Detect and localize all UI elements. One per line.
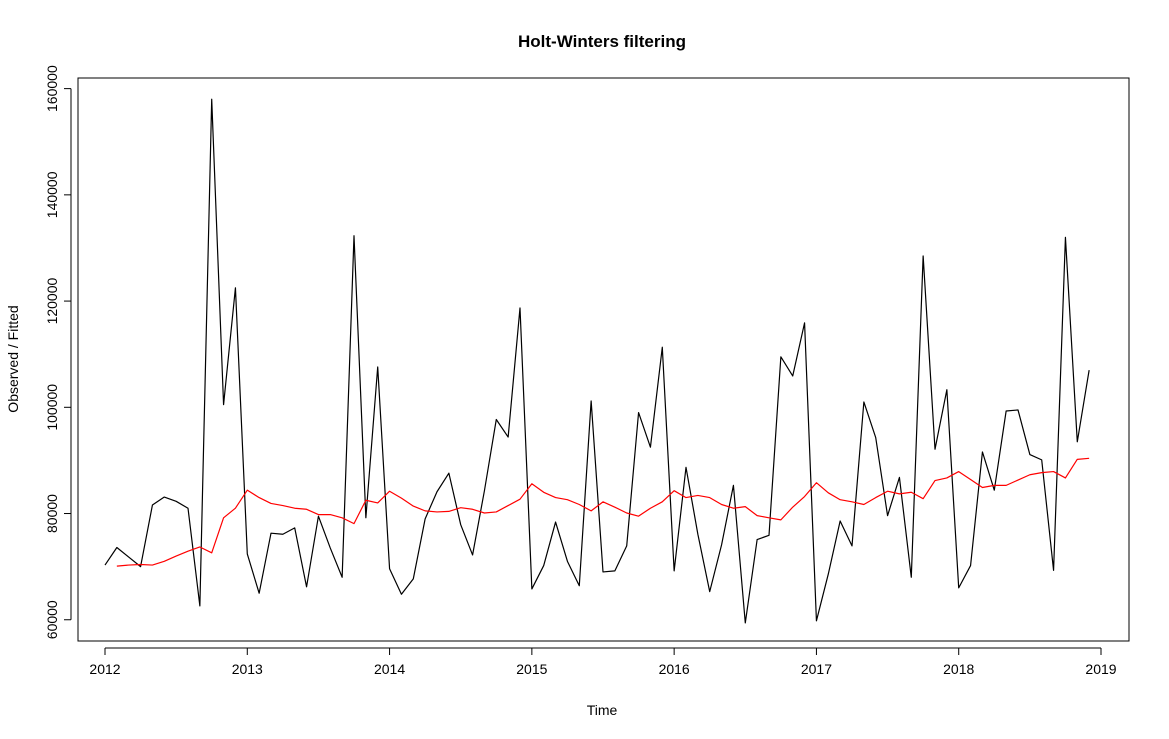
y-tick-label: 160000: [44, 65, 60, 112]
x-tick-label: 2015: [516, 661, 547, 677]
y-tick-label: 80000: [44, 494, 60, 533]
x-tick-label: 2017: [801, 661, 832, 677]
x-tick-label: 2018: [943, 661, 974, 677]
y-axis: 60000 80000 100000 120000 140000 160000: [44, 65, 72, 639]
x-tick-label: 2019: [1085, 661, 1116, 677]
plot-frame: [77, 77, 1130, 642]
x-tick-label: 2014: [374, 661, 405, 677]
y-tick-label: 100000: [44, 384, 60, 431]
x-tick-label: 2016: [659, 661, 690, 677]
chart-title: Holt-Winters filtering: [518, 32, 686, 51]
x-axis: 2012 2013 2014 2015 2016 2017 2018 2019: [89, 647, 1117, 677]
y-axis-label: Observed / Fitted: [5, 305, 21, 412]
y-tick-label: 140000: [44, 171, 60, 218]
y-tick-label: 60000: [44, 600, 60, 639]
x-tick-label: 2013: [232, 661, 263, 677]
x-tick-label: 2012: [89, 661, 120, 677]
series-fitted-line: [116, 457, 1090, 567]
plot-area: [104, 98, 1090, 624]
y-tick-label: 120000: [44, 278, 60, 325]
series-observed-line: [104, 98, 1090, 624]
x-axis-label: Time: [587, 702, 618, 718]
